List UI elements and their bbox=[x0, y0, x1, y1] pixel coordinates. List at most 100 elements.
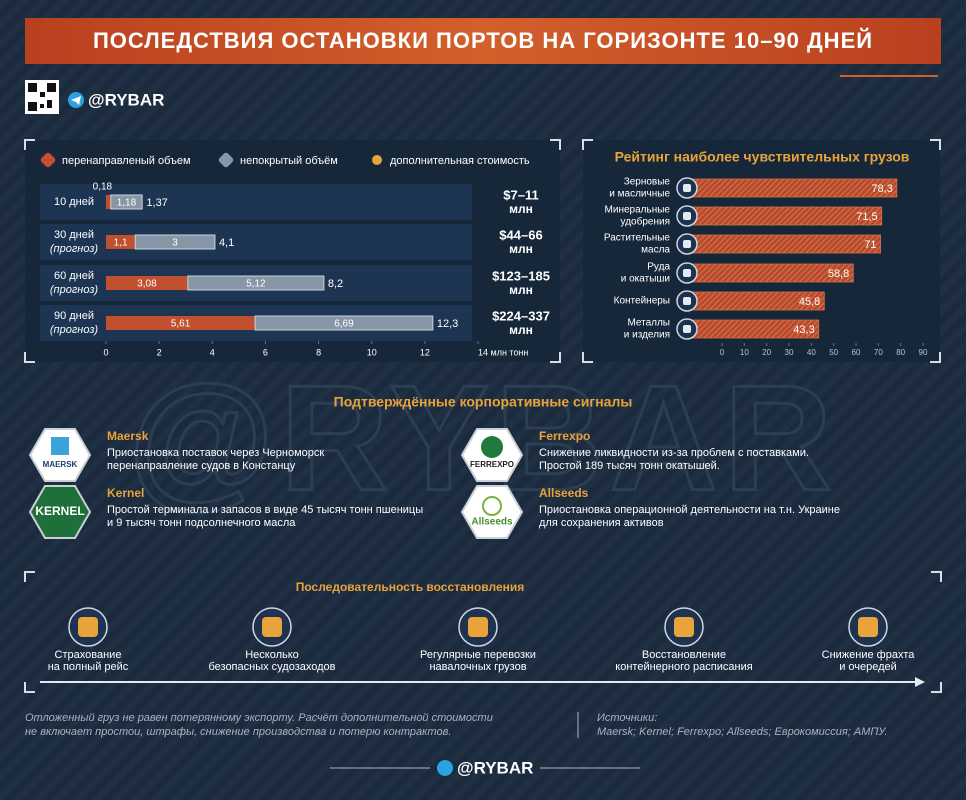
x-tick-label: 0 bbox=[103, 347, 108, 357]
legend-swatch bbox=[372, 155, 382, 165]
company-logo bbox=[460, 485, 524, 539]
value-label: 3,08 bbox=[137, 279, 157, 290]
value-label: 71,5 bbox=[856, 211, 877, 223]
category-label: Металлы bbox=[627, 318, 670, 329]
total-label: 4,1 bbox=[219, 237, 234, 249]
total-label: 1,37 bbox=[146, 197, 167, 209]
step-label: Регулярные перевозки bbox=[420, 649, 536, 661]
corner bbox=[582, 139, 593, 150]
corner bbox=[24, 571, 35, 582]
category-icon-glyph bbox=[683, 240, 691, 248]
category-label: удобрения bbox=[621, 216, 670, 228]
bar bbox=[689, 234, 881, 254]
category-label: Растительные bbox=[604, 233, 671, 244]
x-tick-label: 20 bbox=[762, 348, 771, 357]
category-label: Минеральные bbox=[605, 205, 671, 216]
category-icon-glyph bbox=[683, 297, 691, 305]
corner bbox=[24, 682, 35, 693]
section-title: Последовательность восстановления bbox=[296, 580, 525, 594]
category-note: (прогноз) bbox=[50, 324, 99, 336]
step-label: на полный рейс bbox=[48, 661, 129, 673]
step-label: контейнерного расписания bbox=[615, 661, 752, 673]
category-icon-glyph bbox=[683, 269, 691, 277]
logo-text: FERREXPO bbox=[470, 460, 514, 469]
cost-amount: $7–11 bbox=[503, 187, 538, 202]
corner bbox=[930, 139, 941, 150]
step-icon bbox=[468, 617, 488, 637]
value-label: 78,3 bbox=[871, 183, 892, 195]
value-label: 43,3 bbox=[793, 324, 814, 336]
category-icon-glyph bbox=[683, 184, 691, 192]
company-text: Простой 189 тысяч тонн окатышей. bbox=[539, 460, 720, 472]
title-banner bbox=[25, 18, 941, 64]
telegram-plane bbox=[71, 96, 81, 105]
logo-emblem bbox=[481, 436, 503, 458]
logo-emblem bbox=[482, 496, 502, 516]
x-tick-label: 6 bbox=[263, 347, 268, 357]
sources: Maersk; Kernel; Ferrexpo; Allseeds; Евро… bbox=[597, 726, 888, 738]
cost-unit: млн bbox=[509, 202, 533, 216]
cost-amount: $44–66 bbox=[499, 227, 542, 242]
timeline-arrow bbox=[915, 677, 925, 687]
step-icon bbox=[78, 617, 98, 637]
corner bbox=[24, 352, 35, 363]
x-tick-label: 50 bbox=[829, 348, 838, 357]
x-tick-label: 4 bbox=[210, 347, 215, 357]
category-label: масла bbox=[641, 245, 670, 256]
x-tick-label: 14 млн тонн bbox=[478, 347, 528, 357]
value-label: 5,61 bbox=[171, 319, 191, 330]
footnote: Отложенный груз не равен потерянному экс… bbox=[25, 712, 493, 724]
x-tick-label: 10 bbox=[740, 348, 749, 357]
value-label: 1,18 bbox=[117, 198, 137, 209]
telegram-icon bbox=[437, 760, 453, 776]
cost-amount: $123–185 bbox=[492, 268, 550, 283]
category-label: и окатыши bbox=[621, 274, 670, 285]
category-label: 10 дней bbox=[54, 196, 94, 208]
company-logo bbox=[28, 485, 92, 539]
x-tick-label: 30 bbox=[785, 348, 794, 357]
legend-label: перенаправленый объем bbox=[62, 155, 191, 167]
qr-code bbox=[25, 80, 59, 114]
page-title: ПОСЛЕДСТВИЯ ОСТАНОВКИ ПОРТОВ НА ГОРИЗОНТ… bbox=[93, 28, 873, 53]
category-label: Контейнеры bbox=[614, 296, 670, 307]
x-tick-label: 12 bbox=[420, 347, 430, 357]
company-text: и 9 тысяч тонн подсолнечного масла bbox=[107, 517, 296, 529]
step-icon bbox=[262, 617, 282, 637]
x-tick-label: 40 bbox=[807, 348, 816, 357]
bar-segment bbox=[110, 194, 143, 210]
company-text: Приостановка поставок через Черноморск bbox=[107, 447, 324, 459]
bar bbox=[689, 178, 898, 198]
total-label: 12,3 bbox=[437, 318, 458, 330]
logo-text: MAERSK bbox=[43, 460, 78, 469]
company-text: Простой терминала и запасов в виде 45 ты… bbox=[107, 504, 423, 516]
value-label: 58,8 bbox=[828, 268, 849, 280]
logo-emblem bbox=[51, 437, 69, 455]
legend-swatch bbox=[218, 152, 234, 168]
step-label: Несколько bbox=[245, 649, 299, 661]
sources-title: Источники: bbox=[597, 712, 657, 724]
value-label: 45,8 bbox=[799, 296, 820, 308]
cost-unit: млн bbox=[509, 242, 533, 256]
category-icon-glyph bbox=[683, 325, 691, 333]
company-text: перенаправление судов в Констанцу bbox=[107, 460, 296, 472]
company-text: для сохранения активов bbox=[539, 517, 664, 529]
corner bbox=[930, 352, 941, 363]
category-label: 90 дней bbox=[54, 310, 94, 322]
category-label: 60 дней bbox=[54, 270, 94, 282]
cost-amount: $224–337 bbox=[492, 308, 550, 323]
bar-segment bbox=[106, 276, 188, 290]
corner bbox=[931, 682, 942, 693]
x-tick-label: 70 bbox=[874, 348, 883, 357]
corner bbox=[582, 352, 593, 363]
value-label: 71 bbox=[864, 239, 876, 251]
value-label: 5,12 bbox=[246, 279, 266, 290]
legend-swatch bbox=[40, 152, 56, 168]
value-label: 3 bbox=[172, 238, 178, 249]
bar-segment bbox=[106, 195, 111, 209]
category-icon-glyph bbox=[683, 212, 691, 220]
bar bbox=[689, 206, 883, 226]
logo-text: Allseeds bbox=[471, 517, 513, 528]
handle: @RYBAR bbox=[88, 90, 164, 109]
